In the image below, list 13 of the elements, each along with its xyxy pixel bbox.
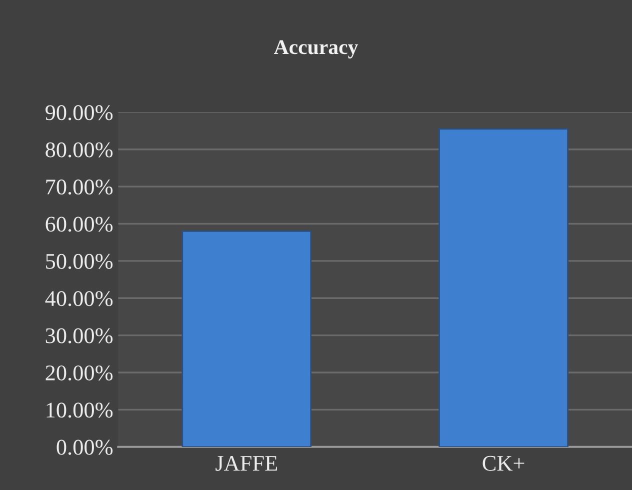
x-tick-label: JAFFE [216, 456, 278, 471]
y-tick-label: 50.00% [46, 254, 113, 269]
y-tick-label: 90.00% [46, 105, 113, 120]
chart-title: Accuracy [274, 40, 358, 58]
y-tick-label: 30.00% [46, 328, 113, 344]
y-tick-label: 80.00% [46, 142, 113, 158]
y-tick-label: 10.00% [46, 402, 113, 418]
y-tick-label: 0.00% [56, 440, 113, 455]
y-tick-label: 70.00% [46, 180, 113, 195]
y-tick-label: 20.00% [46, 365, 113, 381]
y-tick-label: 40.00% [45, 291, 113, 306]
x-tick-label: CK+ [482, 456, 524, 471]
y-tick-label: 60.00% [46, 216, 113, 232]
